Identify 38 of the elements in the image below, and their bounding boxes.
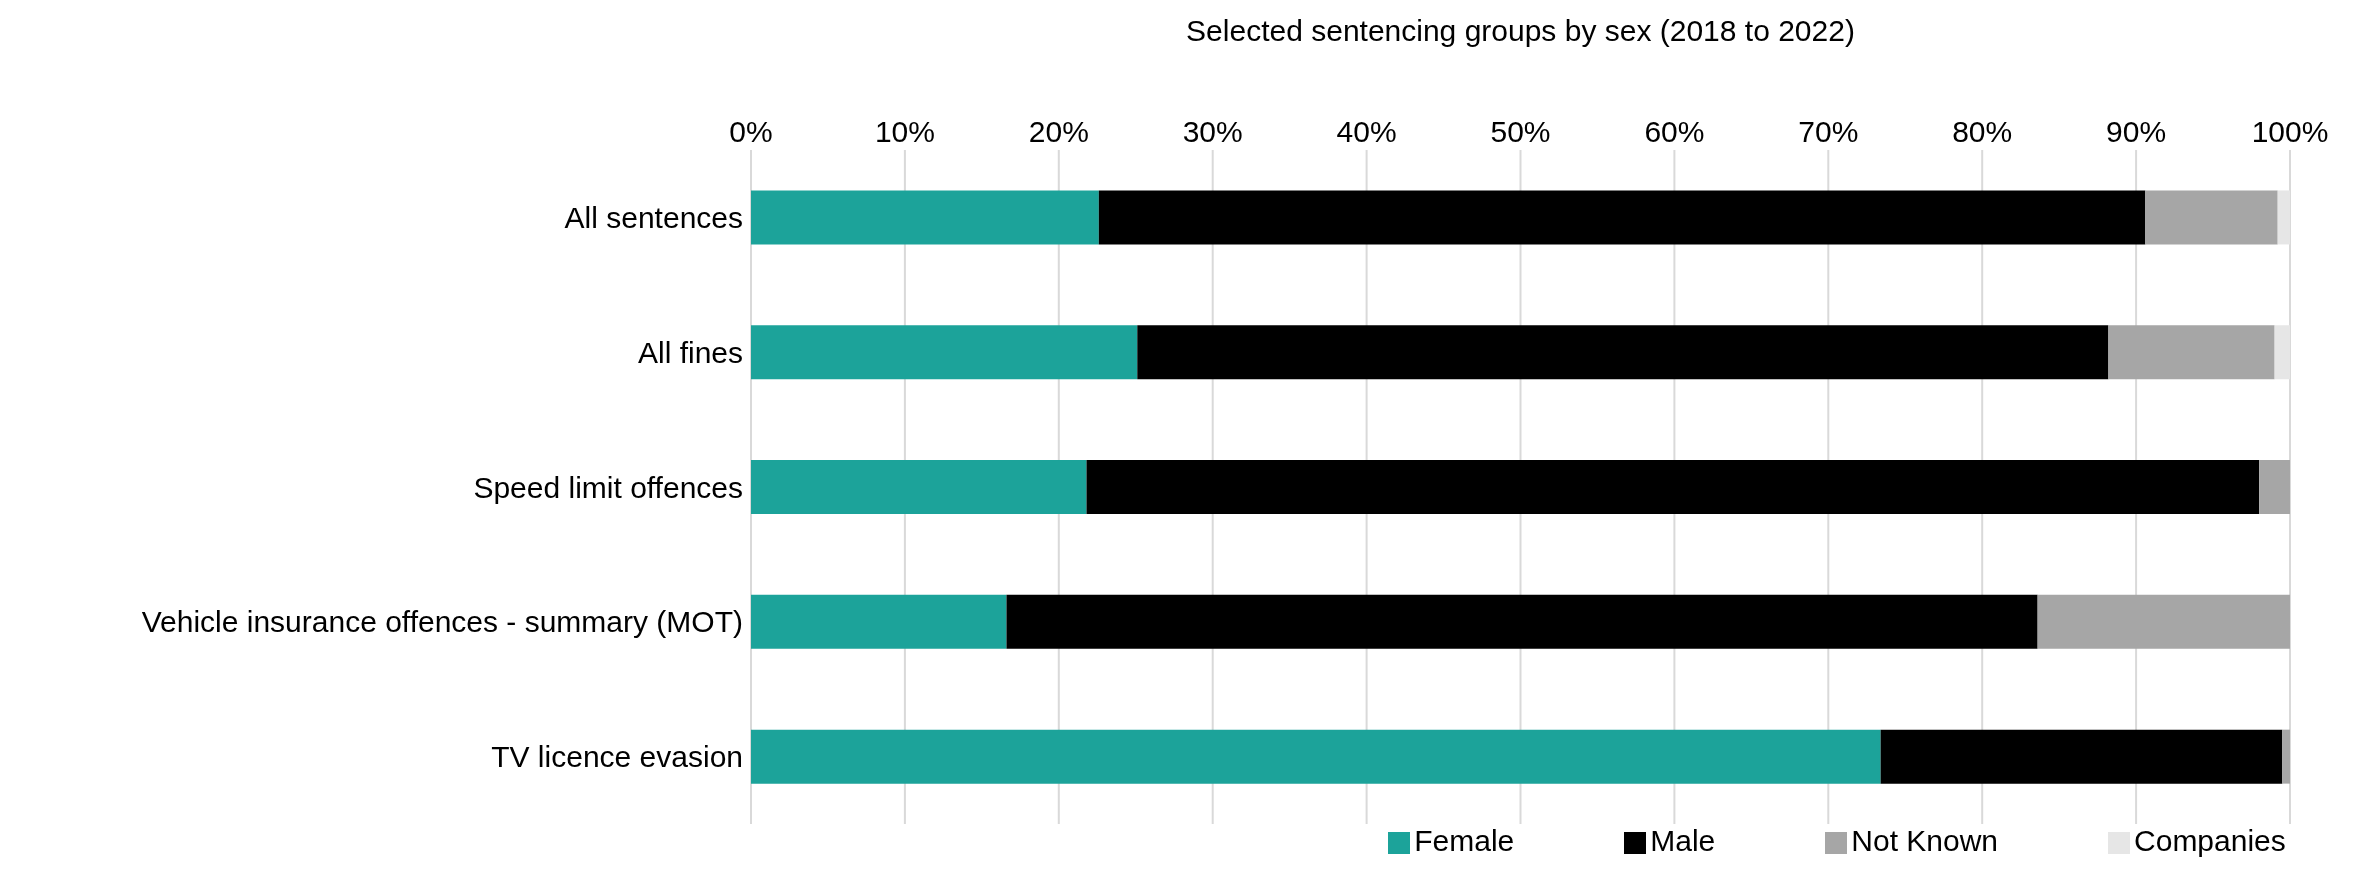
bar [1098, 190, 2146, 245]
bar [2274, 325, 2290, 380]
x-tick-label: 30% [1182, 115, 1243, 148]
x-tick-label: 100% [2251, 115, 2329, 148]
bar [751, 190, 1099, 245]
bar [2108, 325, 2275, 380]
bar [751, 729, 1881, 784]
bar [2277, 190, 2290, 245]
bar [1086, 460, 2260, 515]
legend-label: Companies [2134, 824, 2286, 857]
legend-label: Not Known [1851, 824, 1999, 857]
x-tick-label: 0% [729, 115, 773, 148]
bar [1880, 729, 2283, 784]
chart-title: Selected sentencing groups by sex (2018 to 2022) [1185, 14, 1856, 48]
y-tick-label: All fines [637, 335, 743, 369]
x-tick-label: 50% [1490, 115, 1551, 148]
y-tick-label: Vehicle insurance offences - summary (MOT) [141, 605, 743, 639]
x-tick-label: 40% [1336, 115, 1397, 148]
y-tick-label: Speed limit offences [473, 470, 743, 504]
x-tick-label: 70% [1798, 115, 1859, 148]
bar [2037, 594, 2290, 649]
y-tick-label: TV licence evasion [491, 740, 743, 774]
x-tick-label: 10% [874, 115, 935, 148]
bar [751, 460, 1087, 515]
x-tick-label: 20% [1028, 115, 1089, 148]
x-tick-label: 60% [1644, 115, 1705, 148]
bar [1137, 325, 2109, 380]
bar [2259, 460, 2290, 515]
bar [1006, 594, 2038, 649]
y-tick-label: All sentences [564, 201, 743, 235]
bar [751, 594, 1007, 649]
legend-label: Female [1414, 824, 1515, 857]
bar [2145, 190, 2278, 245]
legend-label: Male [1650, 824, 1716, 857]
bar [751, 325, 1138, 380]
bar [2282, 729, 2290, 784]
x-tick-label: 90% [2106, 115, 2167, 148]
x-tick-label: 80% [1952, 115, 2013, 148]
